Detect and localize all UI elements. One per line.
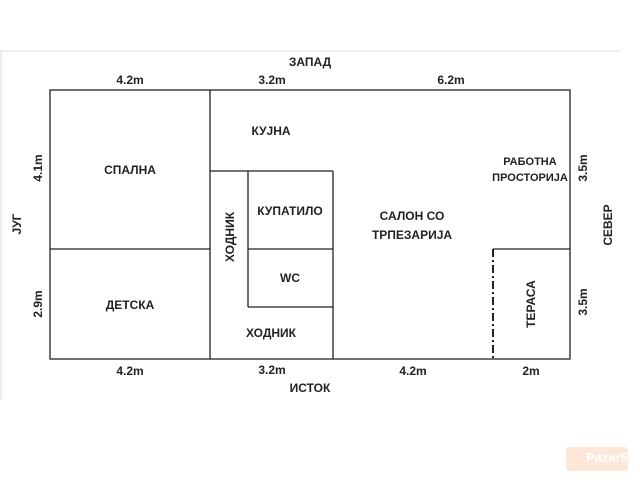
dimension-label: 4.2m: [116, 364, 143, 378]
room-hallway: ХОДНИК: [246, 326, 297, 340]
dimension-label: 4.1m: [31, 154, 45, 181]
dimension-label: 6.2m: [437, 73, 464, 87]
dimension-label: 4.2m: [116, 73, 143, 87]
compass-north: СЕВЕР: [601, 204, 615, 245]
room-terrace: ТЕРАСА: [524, 280, 538, 328]
dimension-label: 3.2m: [258, 363, 285, 377]
dimension-label: 4.2m: [399, 364, 426, 378]
room-living-line1: САЛОН СО: [380, 209, 445, 223]
compass-west: ЗАПАД: [289, 55, 332, 69]
room-work-line2: ПРОСТОРИЈА: [492, 172, 568, 184]
room-kids: ДЕТСКА: [106, 298, 155, 312]
dimension-label: 3.5m: [576, 154, 590, 181]
room-wc: WC: [280, 271, 300, 285]
dimension-label: 2.9m: [31, 290, 45, 317]
dimension-label: 3.2m: [258, 73, 285, 87]
room-hallway-vertical: ХОДНИК: [223, 211, 237, 262]
dimension-label: 2m: [522, 364, 539, 378]
outer-wall: [49, 89, 571, 360]
room-work-line1: РАБОТНА: [503, 156, 556, 168]
room-kitchen: КУЈНА: [251, 124, 290, 138]
watermark-logo: Pazar5: [566, 447, 628, 471]
dimension-label: 3.5m: [576, 288, 590, 315]
room-bathroom: КУПАТИЛО: [257, 204, 323, 218]
room-living-line2: ТРПЕЗАРИЈА: [372, 228, 452, 242]
compass-east: ИСТОК: [290, 381, 331, 395]
room-bedroom: СПАЛНА: [104, 163, 156, 177]
watermark-text: Pazar5: [586, 450, 628, 465]
compass-south: ЈУГ: [10, 213, 24, 234]
